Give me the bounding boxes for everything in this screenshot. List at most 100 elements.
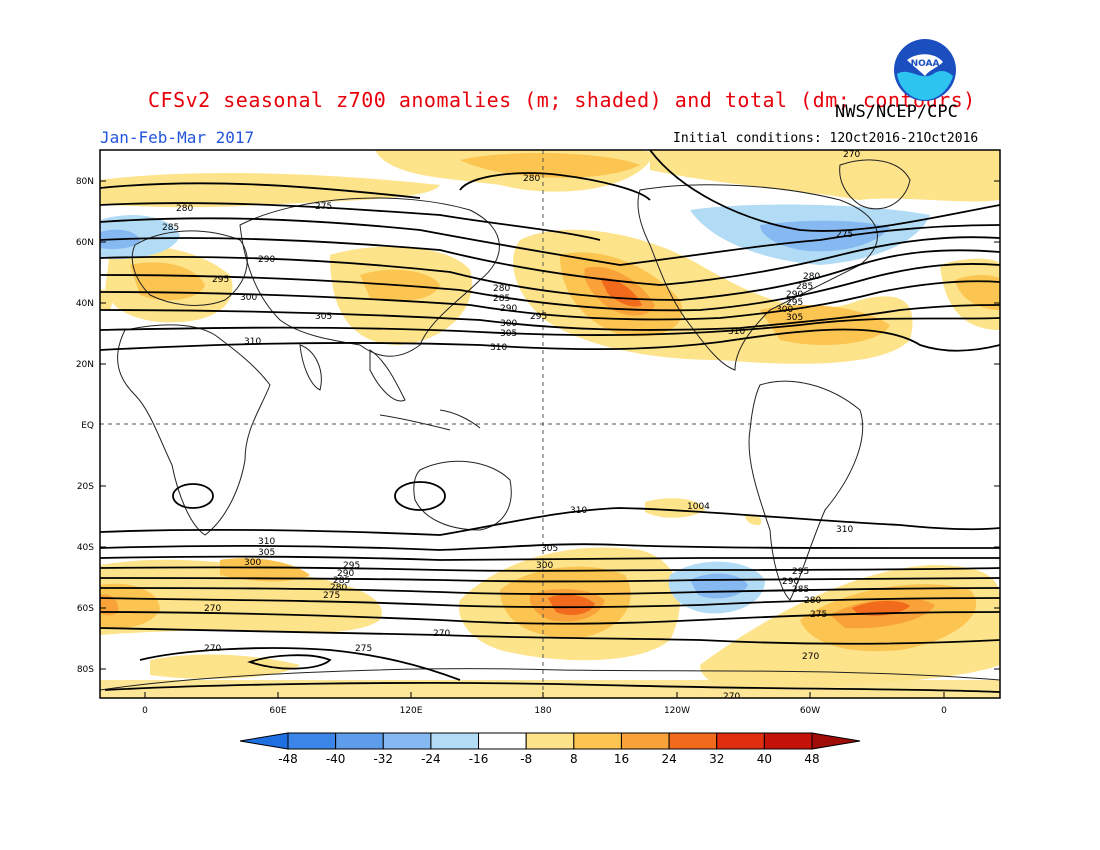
contour-label: 275 bbox=[810, 610, 827, 620]
contour-label: 290 bbox=[337, 569, 354, 579]
map-border bbox=[99, 149, 1001, 699]
season-label: Jan-Feb-Mar 2017 bbox=[100, 128, 255, 147]
contour-label: 295 bbox=[212, 275, 229, 285]
longitude-labels: 0 60E 120E 180 120W 60W 0 bbox=[142, 706, 947, 716]
contour-label: 295 bbox=[786, 298, 803, 308]
contour-label: 300 bbox=[240, 293, 257, 303]
contour-label: 310 bbox=[490, 343, 507, 353]
colorbar-cell bbox=[287, 732, 337, 750]
latitude-labels: 80N 60N 40N 20N EQ 20S 40S 60S 80S bbox=[76, 177, 94, 675]
contour-label: 270 bbox=[723, 692, 740, 702]
colorbar-tick-label: 48 bbox=[804, 752, 819, 766]
lon-label: 120W bbox=[664, 706, 690, 716]
chart-title: CFSv2 seasonal z700 anomalies (m; shaded… bbox=[148, 88, 976, 112]
lat-label: 20S bbox=[77, 482, 94, 492]
colorbar-cell bbox=[668, 732, 718, 750]
colorbar-low-arrow bbox=[239, 732, 289, 750]
colorbar-tick-label: 8 bbox=[570, 752, 578, 766]
colorbar: -48 -40 -32 -24 -16 -8 8 16 24 32 40 48 bbox=[239, 732, 861, 766]
lat-label: EQ bbox=[81, 421, 94, 431]
colorbar-tick-label: -32 bbox=[373, 752, 393, 766]
noaa-logo-icon: NOAA bbox=[894, 39, 956, 101]
contour-label: 280 bbox=[804, 596, 821, 606]
svg-text:NOAA: NOAA bbox=[911, 59, 940, 69]
contour-label: 285 bbox=[493, 294, 510, 304]
contour-label: 270 bbox=[204, 644, 221, 654]
contour-label: 275 bbox=[355, 644, 372, 654]
contour-label: 305 bbox=[541, 544, 558, 554]
colorbar-cell bbox=[525, 732, 575, 750]
colorbar-high-arrow bbox=[811, 732, 861, 750]
colorbar-cell bbox=[763, 732, 813, 750]
lon-label: 120E bbox=[400, 706, 423, 716]
lat-label: 40N bbox=[76, 299, 94, 309]
colorbar-cell bbox=[620, 732, 670, 750]
colorbar-tick-label: -16 bbox=[469, 752, 489, 766]
lon-label: 0 bbox=[941, 706, 947, 716]
contour-label: 270 bbox=[204, 604, 221, 614]
agency-label: NWS/NCEP/CPC bbox=[835, 102, 958, 122]
lon-label: 180 bbox=[534, 706, 551, 716]
contour-label: 270 bbox=[843, 150, 860, 160]
colorbar-tick-label: 32 bbox=[709, 752, 724, 766]
contour-label: 290 bbox=[786, 290, 803, 300]
colorbar-cell bbox=[430, 732, 480, 750]
contour-label: 300 bbox=[500, 319, 517, 329]
lat-label: 40S bbox=[77, 543, 94, 553]
contour-label: 305 bbox=[500, 329, 517, 339]
contour-label: 280 bbox=[803, 272, 820, 282]
colorbar-tick-label: 40 bbox=[757, 752, 772, 766]
contour-label: 305 bbox=[786, 313, 803, 323]
contour-label: 300 bbox=[776, 305, 793, 315]
colorbar-cell bbox=[716, 732, 765, 750]
contour-label: 270 bbox=[433, 629, 450, 639]
contour-label: 280 bbox=[176, 204, 193, 214]
coastlines bbox=[100, 159, 1000, 691]
contour-label: 285 bbox=[796, 282, 813, 292]
lat-label: 80N bbox=[76, 177, 94, 187]
lon-label: 60W bbox=[800, 706, 820, 716]
lat-label: 80S bbox=[77, 665, 94, 675]
contour-label: 275 bbox=[315, 202, 332, 212]
colorbar-tick-label: -8 bbox=[520, 752, 532, 766]
contour-label: 285 bbox=[792, 585, 809, 595]
lon-label: 60E bbox=[269, 706, 286, 716]
contour-label: 290 bbox=[500, 304, 517, 314]
contour-label: 275 bbox=[323, 591, 340, 601]
contour-label: 295 bbox=[792, 567, 809, 577]
contour-label: 310 bbox=[244, 337, 261, 347]
contour-label: 305 bbox=[315, 312, 332, 322]
contour-label: 295 bbox=[530, 312, 547, 322]
lat-label: 60S bbox=[77, 604, 94, 614]
colorbar-cell bbox=[382, 732, 432, 750]
colorbar-cell bbox=[478, 732, 527, 750]
contour-label: 300 bbox=[536, 561, 553, 571]
contour-label: 275 bbox=[836, 230, 853, 240]
contour-label: 270 bbox=[802, 652, 819, 662]
colorbar-cell bbox=[335, 732, 384, 750]
colorbar-tick-label: -24 bbox=[421, 752, 441, 766]
colorbar-tick-label: -48 bbox=[278, 752, 298, 766]
contour-label: 285 bbox=[333, 576, 350, 586]
contour-label: 310 bbox=[258, 537, 275, 547]
contour-label: 305 bbox=[258, 548, 275, 558]
contour-label: 300 bbox=[244, 558, 261, 568]
contour-label: 280 bbox=[330, 583, 347, 593]
contour-labels: 275 280 285 290 295 300 305 310 280 285 … bbox=[162, 150, 860, 702]
contour-label: 310 bbox=[728, 327, 745, 337]
longitude-axis bbox=[144, 692, 945, 698]
initial-conditions-label: Initial conditions: 12Oct2016-21Oct2016 bbox=[673, 131, 979, 146]
lon-label: 0 bbox=[142, 706, 148, 716]
colorbar-tick-label: 16 bbox=[614, 752, 629, 766]
lat-label: 20N bbox=[76, 360, 94, 370]
contour-label: 295 bbox=[343, 561, 360, 571]
colorbar-tick-label: -40 bbox=[326, 752, 346, 766]
contour-label: 310 bbox=[836, 525, 853, 535]
contour-label: 290 bbox=[258, 255, 275, 265]
contour-label: 280 bbox=[493, 284, 510, 294]
colorbar-cell bbox=[573, 732, 622, 750]
contour-label: 1004 bbox=[687, 502, 710, 512]
latitude-axis bbox=[100, 180, 1000, 670]
colorbar-tick-label: 24 bbox=[661, 752, 676, 766]
